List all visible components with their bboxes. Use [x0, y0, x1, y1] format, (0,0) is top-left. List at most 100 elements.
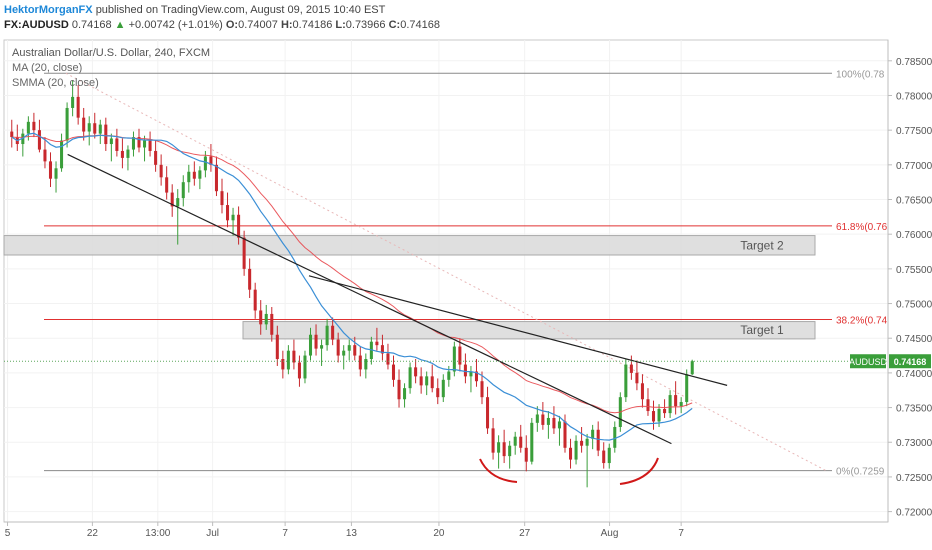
candle-body — [331, 325, 335, 340]
last-price: 0.74168 — [71, 19, 112, 31]
candle-body — [480, 381, 484, 398]
trendline[interactable] — [67, 153, 672, 445]
candle-body — [131, 137, 135, 150]
candle-body — [386, 353, 390, 365]
price-tick-label: 0.76500 — [896, 196, 932, 207]
grid — [4, 40, 888, 522]
candle-body — [192, 171, 196, 179]
candle-body — [37, 130, 41, 150]
candle-body — [181, 182, 185, 199]
candle-body — [452, 346, 456, 372]
time-tick-label: 7 — [282, 528, 288, 539]
candle-body — [375, 341, 379, 346]
candle-body — [93, 123, 97, 134]
chart-header: HektorMorganFX published on TradingView.… — [4, 3, 440, 33]
candle-body — [602, 450, 606, 464]
trendline[interactable] — [308, 275, 728, 386]
ma-line[interactable] — [11, 132, 693, 441]
candle-body — [541, 414, 545, 425]
candle-body — [624, 364, 628, 398]
candle-body — [98, 124, 102, 134]
up-arrow-icon: ▲ — [114, 19, 126, 31]
candle-body — [126, 149, 130, 158]
time-tick-label: Jul — [206, 528, 219, 539]
candle-body — [651, 411, 656, 422]
quote-line: FX:AUDUSD 0.74168 ▲ +0.00742 (+1.01%) O:… — [4, 18, 440, 33]
publish-line: HektorMorganFX published on TradingView.… — [4, 3, 440, 18]
target-zone-label: Target 2 — [740, 238, 784, 252]
time-tick-label: 22 — [87, 528, 99, 539]
time-tick-label: 13 — [346, 528, 358, 539]
candle-body — [148, 140, 152, 151]
candle-body — [54, 168, 58, 179]
candle-body — [165, 177, 169, 193]
fib-label: 38.2%(0.74 — [836, 315, 888, 326]
legend-ma[interactable]: MA (20, close) — [12, 62, 82, 74]
candle-body — [441, 379, 445, 398]
candle-body — [71, 96, 75, 108]
candle-body — [353, 345, 357, 356]
candle-body — [242, 237, 246, 269]
candle-body — [209, 156, 213, 165]
time-axis[interactable]: 5 22 13:00 Jul 7 13 20 27 Aug 7 — [4, 521, 888, 539]
candle-body — [220, 191, 224, 206]
candle-body — [397, 379, 401, 400]
price-tick-label: 0.74500 — [896, 334, 932, 345]
candle-body — [292, 350, 296, 363]
candle-body — [508, 445, 512, 457]
price-axis[interactable]: 0.78500 0.78000 0.77500 0.77000 0.76500 0.760… — [887, 40, 932, 522]
candle-body — [679, 402, 683, 407]
fibonacci-levels: 100%(0.78 61.8%(0.76 38.2%(0.74 0%(0.7259 — [44, 69, 888, 478]
moving-averages — [11, 132, 693, 441]
candle-body — [519, 436, 523, 448]
price-tick-label: 0.75500 — [896, 265, 932, 276]
high-label: H: — [280, 19, 293, 31]
candle-body — [557, 421, 561, 429]
candle-body — [657, 408, 661, 422]
candle-body — [524, 447, 528, 462]
candle-body — [458, 346, 462, 365]
candle-body — [342, 350, 346, 356]
time-tick-label: 7 — [678, 528, 684, 539]
fib-label: 0%(0.7259 — [836, 467, 885, 478]
candle-body — [486, 397, 490, 429]
price-tick-label: 0.72000 — [896, 508, 932, 519]
candle-body — [403, 388, 407, 400]
price-change: +0.00742 (+1.01%) — [128, 19, 223, 31]
author-link[interactable]: HektorMorganFX — [4, 4, 93, 16]
time-tick-label: 27 — [519, 528, 531, 539]
symbol-tag: AUDUSD — [849, 357, 888, 367]
legend-smma[interactable]: SMMA (20, close) — [12, 77, 99, 89]
candle-body — [513, 436, 517, 446]
candle-body — [198, 170, 202, 179]
candle-body — [137, 137, 141, 148]
candle-body — [82, 117, 86, 132]
candle-body — [530, 422, 534, 462]
candle-body — [364, 359, 368, 370]
target-zone-label: Target 1 — [740, 323, 784, 337]
last-price-tag: 0.74168 — [894, 357, 927, 367]
candle-body — [203, 156, 207, 171]
candle-body — [546, 417, 550, 425]
candle-body — [436, 388, 440, 398]
candle-body — [380, 345, 384, 354]
candle-body — [308, 334, 313, 356]
candle-body — [502, 442, 506, 457]
candle-body — [358, 355, 362, 370]
price-tick-label: 0.72500 — [896, 473, 932, 484]
candle-body — [414, 367, 418, 377]
candle-body — [214, 164, 218, 192]
low-label: L: — [335, 19, 346, 31]
last-price-tag-bg — [889, 354, 931, 369]
candle-body — [253, 289, 257, 311]
candle-body — [646, 399, 650, 412]
symbol[interactable]: FX:AUDUSD — [4, 19, 69, 31]
candle-body — [591, 429, 595, 439]
candle-body — [430, 376, 434, 389]
candle-body — [43, 149, 47, 162]
price-tick-label: 0.75000 — [896, 300, 932, 311]
candle-body — [469, 371, 473, 377]
candle-body — [347, 345, 351, 351]
